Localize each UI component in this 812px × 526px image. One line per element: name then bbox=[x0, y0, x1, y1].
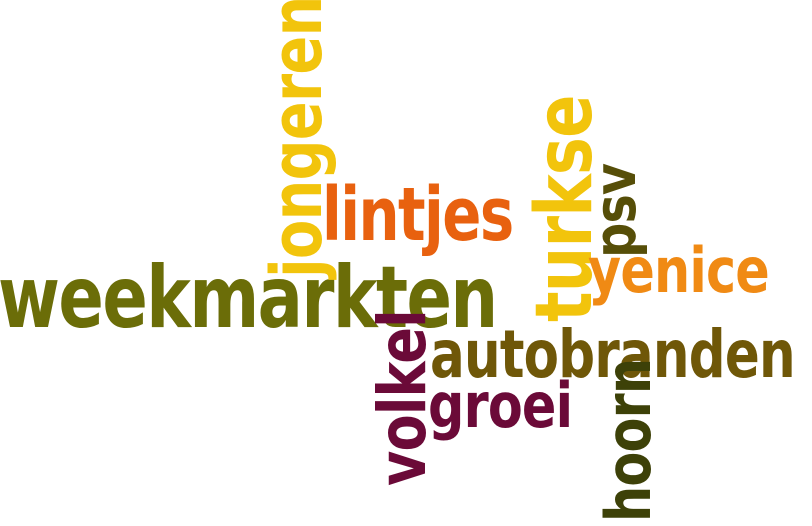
word-yenice: yenice bbox=[588, 234, 770, 307]
word-lintjes: lintjes bbox=[322, 172, 514, 258]
word-weekmarkten: weekmarkten bbox=[0, 248, 498, 348]
word-groei: groei bbox=[428, 369, 573, 442]
word-hoorn: hoorn bbox=[592, 358, 665, 522]
word-autobranden: autobranden bbox=[430, 316, 796, 393]
word-volkel: volkel bbox=[364, 310, 441, 486]
